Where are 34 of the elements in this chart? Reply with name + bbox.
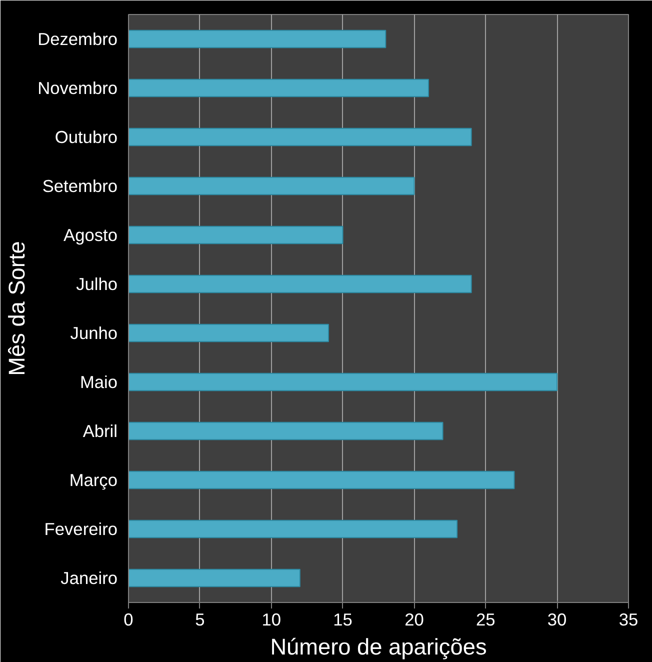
bar <box>128 372 558 392</box>
x-tick-label: 25 <box>476 610 496 630</box>
bar <box>128 226 344 244</box>
y-tick-label: Agosto <box>64 225 118 245</box>
y-tick-label: Abril <box>82 421 118 441</box>
x-tick-label: 5 <box>195 610 205 630</box>
x-axis-title: Número de aparições <box>270 634 487 660</box>
bar <box>128 324 329 342</box>
y-tick-label: Março <box>69 470 118 490</box>
y-tick-label: Outubro <box>54 127 118 147</box>
y-tick-label: Julho <box>76 274 118 294</box>
y-tick-label: Novembro <box>38 78 118 98</box>
x-tick-label: 30 <box>547 610 567 630</box>
x-tick-label: 35 <box>618 610 638 630</box>
x-tick-label: 15 <box>333 610 352 630</box>
bar <box>128 422 444 440</box>
bar <box>128 274 472 294</box>
y-tick-label: Maio <box>80 372 118 392</box>
y-tick-label: Setembro <box>42 176 118 196</box>
bar <box>128 470 515 490</box>
y-tick-label: Janeiro <box>60 568 118 588</box>
y-tick-label: Junho <box>70 323 118 343</box>
bar <box>128 78 429 98</box>
y-tick-label: Fevereiro <box>44 519 118 539</box>
bar <box>128 128 472 146</box>
x-tick-label: 0 <box>124 610 134 630</box>
bar <box>128 176 415 196</box>
bar <box>128 568 300 588</box>
y-tick-label: Dezembro <box>38 29 118 49</box>
y-axis-title: Mês da Sorte <box>4 241 30 376</box>
bar <box>128 520 458 538</box>
x-tick-label: 10 <box>262 610 281 630</box>
x-tick-label: 20 <box>404 610 424 630</box>
bar <box>128 30 386 48</box>
